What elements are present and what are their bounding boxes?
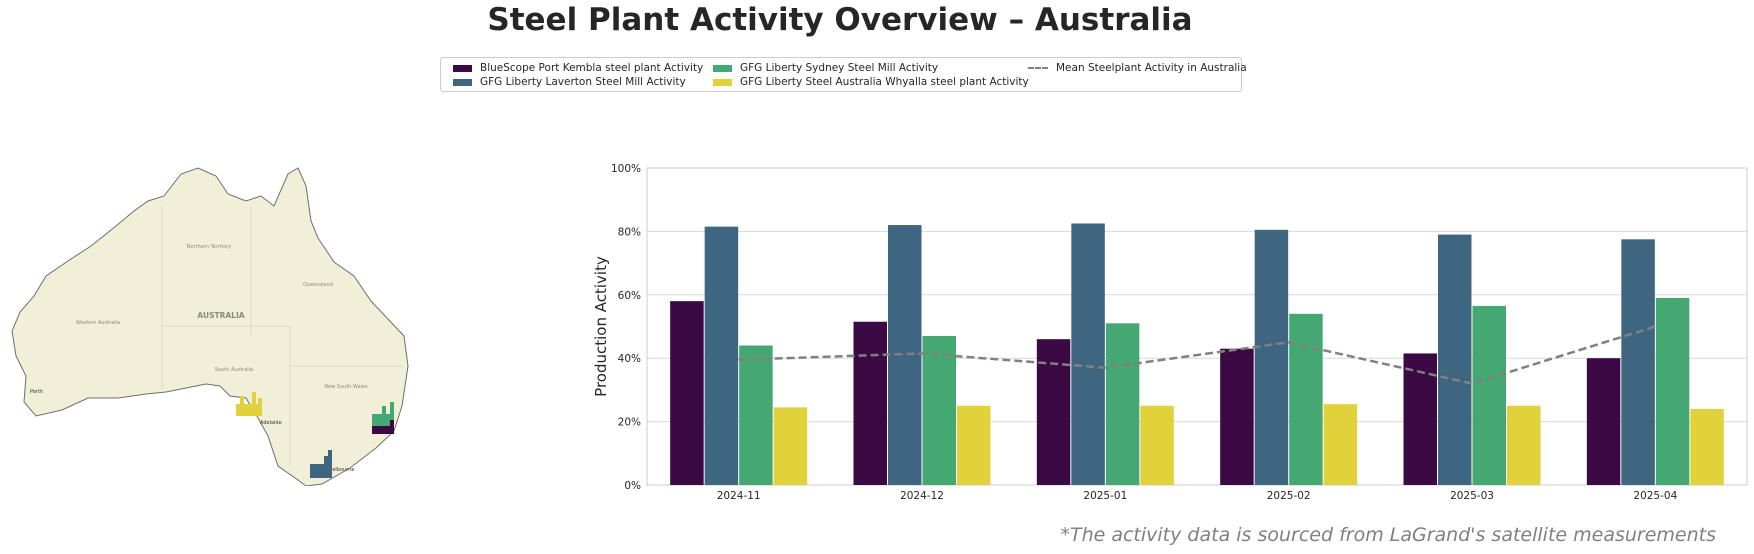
legend-color-swatch [713, 78, 732, 86]
x-tick-label: 2025-02 [1267, 490, 1311, 500]
bar [1507, 405, 1541, 485]
map-region-label: South Australia [215, 367, 253, 373]
bar [1220, 348, 1254, 485]
map-place-label: Adelaide [260, 420, 282, 426]
map-region-label: Northern Territory [187, 244, 232, 250]
x-tick-label: 2025-03 [1450, 490, 1494, 500]
bar [704, 226, 739, 485]
x-tick-label: 2025-01 [1083, 490, 1127, 500]
bar [1586, 358, 1621, 485]
bar-chart: 0% 20% 40% 60% 80% 100% Production Activity 202… [592, 163, 1748, 500]
legend-label: GFG Liberty Steel Australia Whyalla stee… [740, 76, 1029, 88]
legend-label: Mean Steelplant Activity in Australia [1056, 62, 1247, 74]
x-tick-label: 2024-11 [717, 490, 761, 500]
bar [670, 301, 704, 485]
legend-item: BlueScope Port Kembla steel plant Activi… [453, 62, 703, 74]
sydney-plant-icon [372, 402, 394, 426]
legend-color-swatch [453, 78, 472, 86]
legend-line-swatch [1028, 67, 1048, 69]
legend-color-swatch [453, 64, 472, 72]
chart-title: Steel Plant Activity Overview – Australi… [487, 2, 1193, 38]
bar [1655, 297, 1690, 485]
bar [1690, 408, 1724, 485]
bar [1621, 239, 1655, 485]
y-tick-label: 80% [618, 226, 641, 238]
state-borders [161, 206, 402, 466]
bar [1105, 323, 1140, 485]
port-kembla-plant-icon [372, 420, 394, 434]
map-region-label: New South Wales [324, 384, 368, 390]
map-region-label: Western Australia [76, 320, 120, 326]
bar [1472, 305, 1506, 485]
map-region-label: Queensland [303, 282, 333, 288]
australia-landmass [11, 167, 409, 486]
whyalla-plant-icon [236, 392, 262, 416]
legend-color-swatch [713, 64, 732, 72]
legend-item: GFG Liberty Sydney Steel Mill Activity [713, 62, 938, 74]
bar [922, 336, 956, 485]
bar [1254, 229, 1289, 485]
legend-item: GFG Liberty Laverton Steel Mill Activity [453, 76, 686, 88]
y-tick-label: 40% [618, 353, 641, 365]
legend-label: GFG Liberty Laverton Steel Mill Activity [480, 76, 686, 88]
australia-map: AUSTRALIA Western Australia Northern Ter… [6, 166, 411, 486]
x-tick-label: 2025-04 [1633, 490, 1677, 500]
y-axis-label: Production Activity [592, 256, 610, 397]
x-tick-label: 2024-12 [900, 490, 944, 500]
bar [1438, 234, 1472, 485]
y-tick-label: 100% [611, 163, 641, 175]
y-tick-label: 20% [618, 417, 641, 429]
laverton-plant-icon [310, 450, 332, 478]
legend-label: GFG Liberty Sydney Steel Mill Activity [740, 62, 939, 74]
footnote: *The activity data is sourced from LaGra… [1060, 524, 1716, 546]
map-place-label: Perth [30, 389, 43, 395]
bar [957, 405, 991, 485]
bar [888, 225, 922, 485]
legend-label: BlueScope Port Kembla steel plant Activi… [480, 62, 704, 74]
map-place-label: Melbourne [328, 467, 354, 473]
plot-frame [646, 167, 1748, 486]
y-tick-label: 0% [624, 480, 641, 492]
y-tick-label: 60% [618, 290, 641, 302]
bar [1140, 405, 1174, 485]
legend-item: Mean Steelplant Activity in Australia [1028, 62, 1247, 74]
legend: BlueScope Port Kembla steel plant Activi… [440, 57, 1247, 92]
mean-activity-line [738, 325, 1656, 385]
bar [773, 407, 808, 485]
bar [1323, 404, 1358, 485]
legend-item: GFG Liberty Steel Australia Whyalla stee… [713, 76, 1029, 88]
bar [1036, 339, 1071, 485]
bar [853, 321, 887, 485]
bar [1071, 223, 1105, 485]
map-country-label: AUSTRALIA [197, 311, 244, 320]
bar [1289, 313, 1323, 485]
bar [739, 345, 773, 485]
